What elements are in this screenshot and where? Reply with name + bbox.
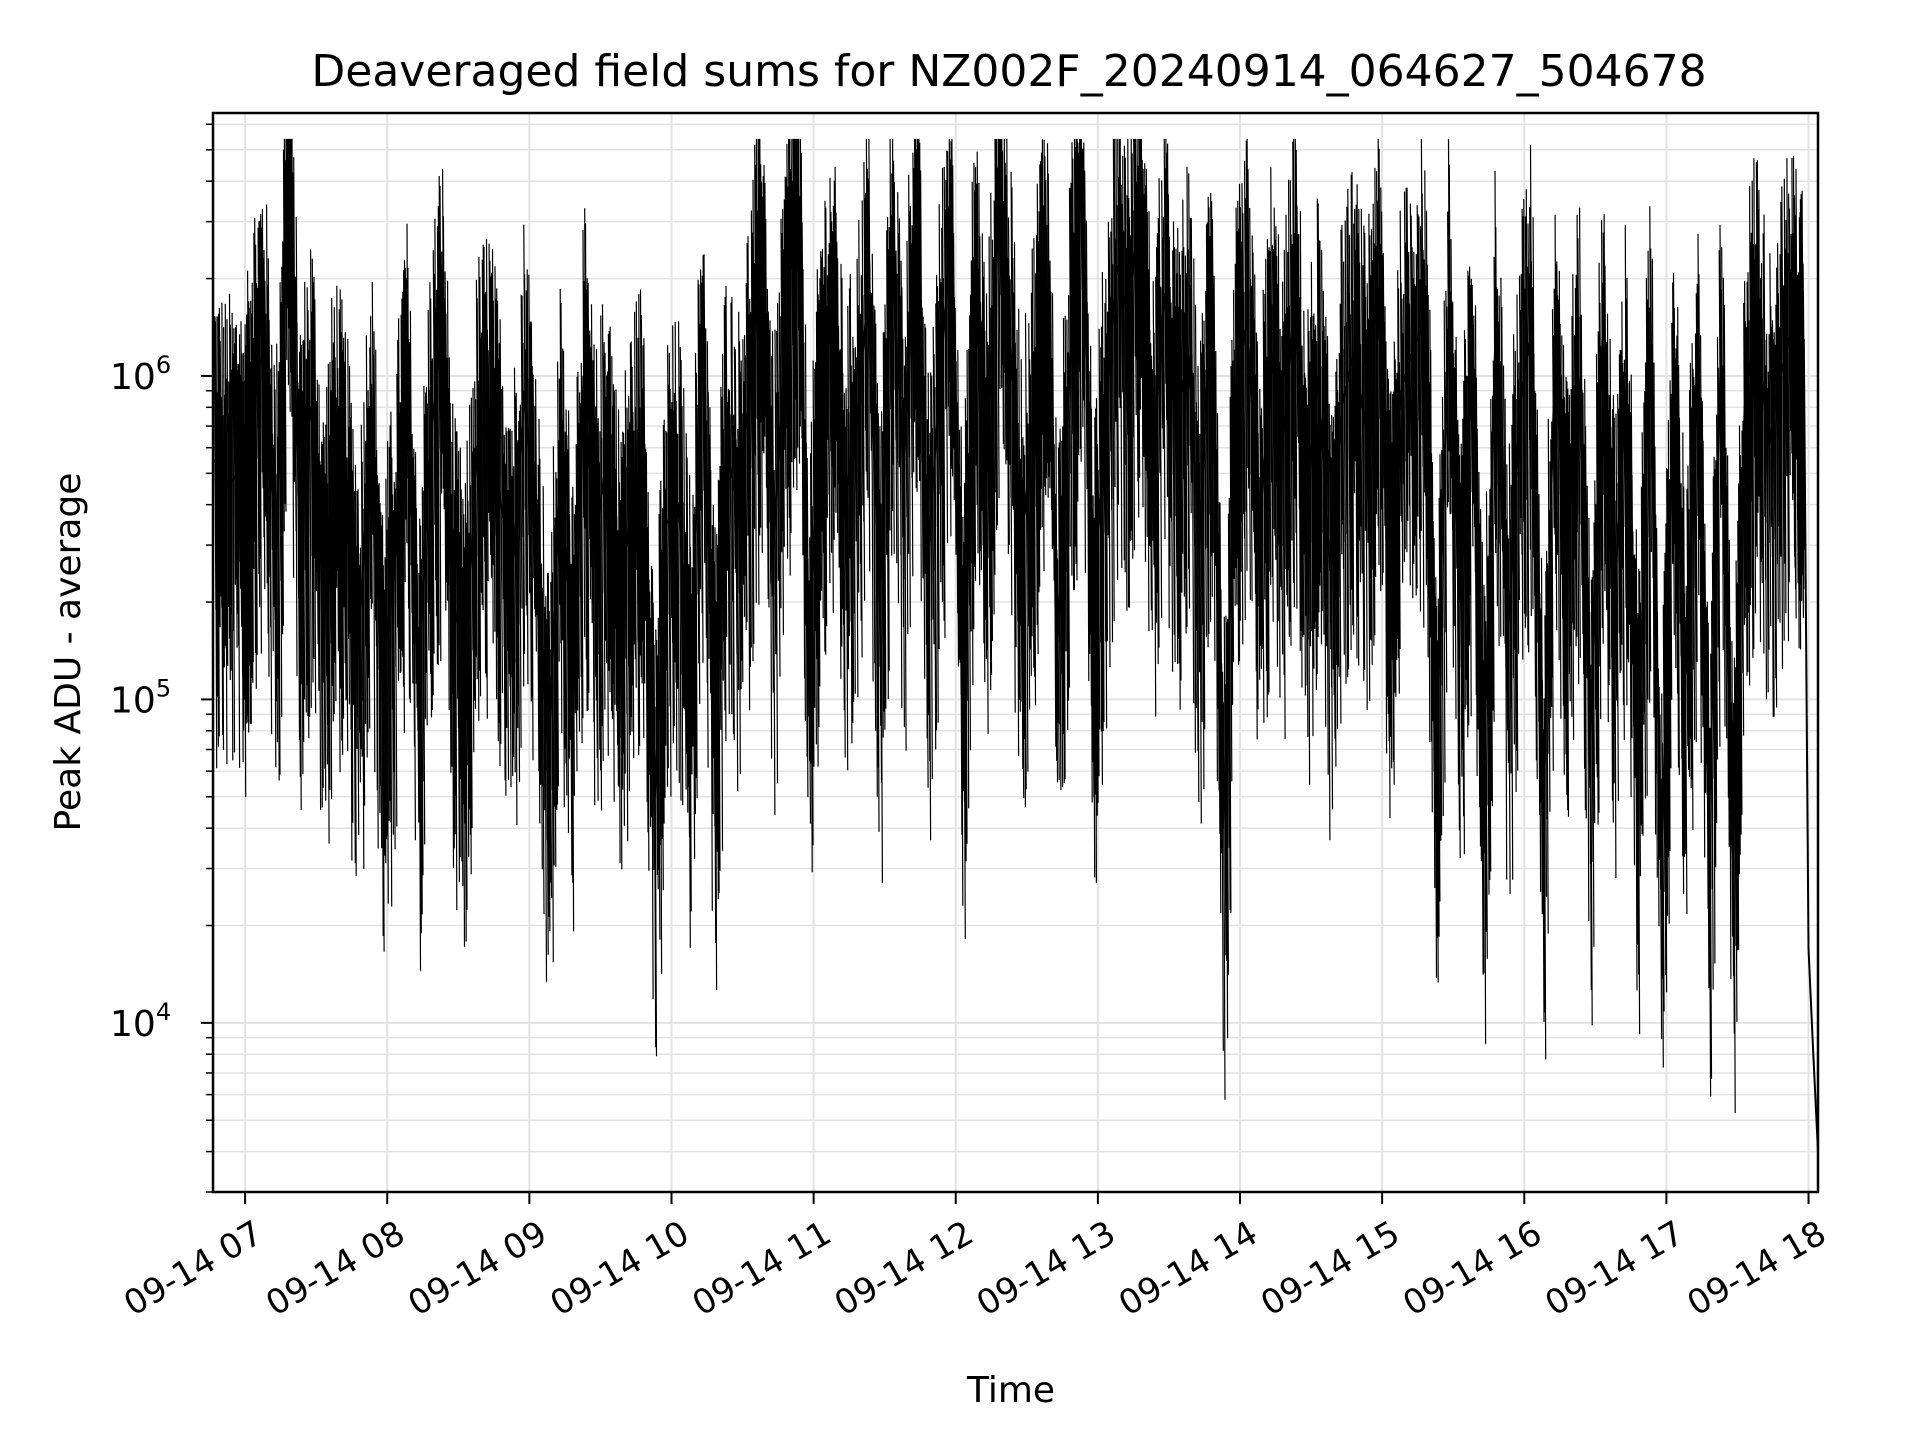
y-axis-ticks: 104 105 106 [110,123,213,1193]
chart-title: Deaveraged field sums for NZ002F_2024091… [311,46,1706,97]
series-line [213,164,1819,1152]
y-tick-label: 105 [110,674,171,721]
y-axis-label: Peak ADU - average [48,473,89,832]
plot-frame [211,111,1820,1194]
y-tick-label: 104 [110,998,171,1045]
y-tick-label: 106 [110,351,171,398]
x-axis-label: Time [966,1370,1055,1411]
